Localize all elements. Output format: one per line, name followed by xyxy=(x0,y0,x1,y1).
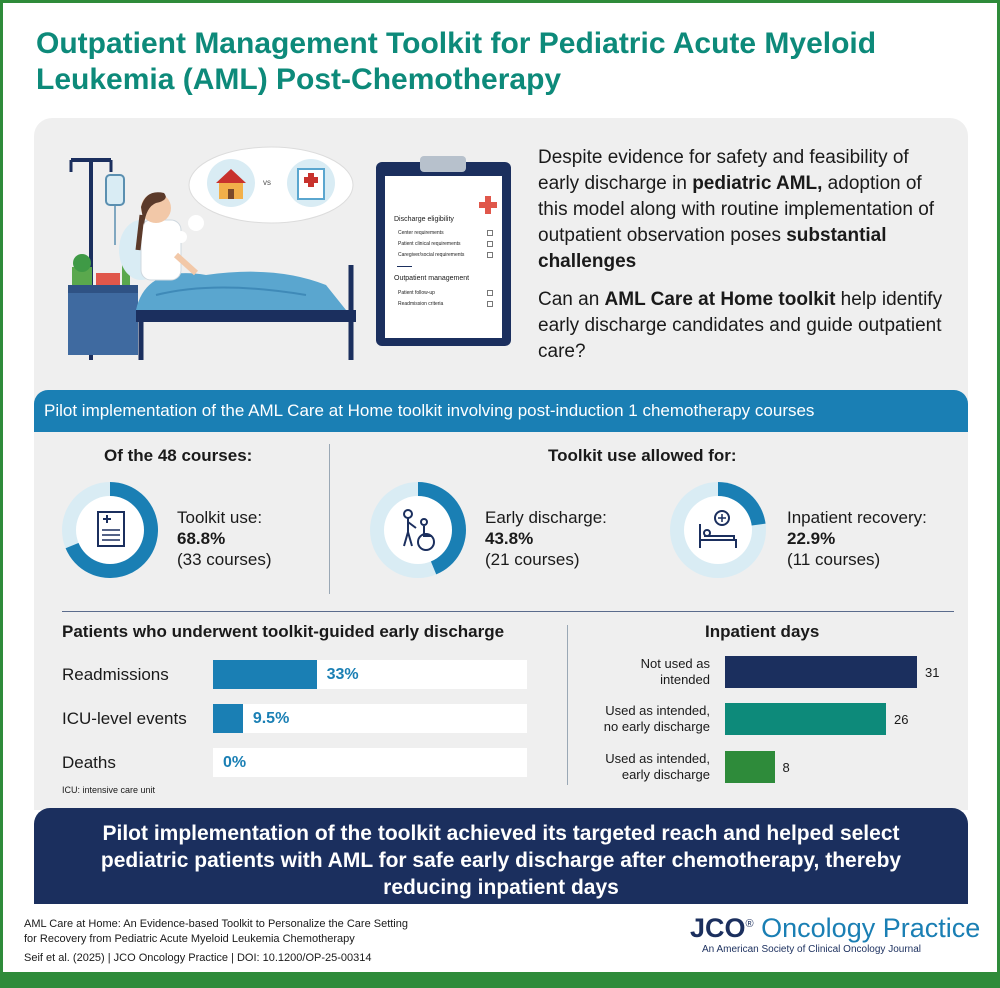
citation-line: Seif et al. (2025) | JCO Oncology Practi… xyxy=(24,952,372,964)
pilot-banner: Pilot implementation of the AML Care at … xyxy=(34,390,968,432)
vertical-divider xyxy=(329,444,330,594)
intro-question: Can an AML Care at Home toolkit help ide… xyxy=(538,289,943,362)
clipboard-illustration: Discharge eligibility Center requirement… xyxy=(376,156,511,346)
inpatient-days-bar-no-early xyxy=(725,703,887,735)
outcome-bar-track: 9.5% xyxy=(213,704,527,733)
management-title: Outpatient management xyxy=(394,275,470,282)
donut-early-discharge xyxy=(370,482,466,578)
clipboard-paper: Discharge eligibility Center requirement… xyxy=(385,176,502,338)
donut-toolkit-use xyxy=(62,482,159,578)
medical-cross-icon xyxy=(479,196,497,214)
early-discharge-label: Early discharge: xyxy=(485,508,607,527)
checkbox-icon xyxy=(487,252,493,258)
wheelchair-icon xyxy=(403,509,435,551)
vertical-divider xyxy=(567,625,568,785)
early-discharge-percent: 43.8% xyxy=(485,529,534,548)
citation: AML Care at Home: An Evidence-based Tool… xyxy=(24,917,524,966)
inpatient-recovery-percent: 22.9% xyxy=(787,529,836,548)
journal-jco: JCO xyxy=(690,913,746,943)
allowed-heading: Toolkit use allowed for: xyxy=(548,446,737,465)
outcome-bar-track: 0% xyxy=(213,748,527,777)
outcome-value: 33% xyxy=(326,666,359,683)
clipboard-divider xyxy=(397,266,412,267)
checkbox-icon xyxy=(487,230,493,236)
journal-tagline: An American Society of Clinical Oncology… xyxy=(702,944,921,955)
journal-name: Oncology Practice xyxy=(753,913,981,943)
page-title: Outpatient Management Toolkit for Pediat… xyxy=(36,27,877,96)
bed-icon xyxy=(136,265,356,360)
bottom-bar xyxy=(0,972,1000,988)
toolkit-use-count: (33 courses) xyxy=(177,550,272,569)
courses-heading: Of the 48 courses: xyxy=(104,446,253,465)
toolkit-use-percent: 68.8% xyxy=(177,529,226,548)
checkbox-icon xyxy=(487,290,493,296)
house-icon xyxy=(207,159,255,207)
inpatient-days-value: 31 xyxy=(925,665,940,680)
journal-reg: ® xyxy=(745,918,754,930)
patient-icon xyxy=(119,192,199,281)
hospital-icon xyxy=(287,159,335,207)
journal-logo: JCO® Oncology Practice An American Socie… xyxy=(690,913,980,955)
clipboard-clip xyxy=(420,156,466,172)
eligibility-item: Caregiver/social requirements xyxy=(398,252,465,258)
results-panel xyxy=(34,432,968,810)
thought-bubble xyxy=(175,146,354,243)
toolkit-use-stat: Toolkit use: 68.8% (33 courses) xyxy=(177,507,271,570)
vs-label: vs xyxy=(263,178,271,187)
checkbox-icon xyxy=(487,301,493,307)
conclusion-banner: Pilot implementation of the toolkit achi… xyxy=(34,808,968,904)
nightstand-icon xyxy=(68,254,138,355)
inpatient-days-label: Used as intended, no early discharge xyxy=(603,703,710,734)
early-discharge-stat: Early discharge: 43.8% (21 courses) xyxy=(485,507,607,570)
intro-paragraph: Despite evidence for safety and feasibil… xyxy=(538,147,935,272)
outcome-label: Deaths xyxy=(62,753,116,772)
inpatient-days-bar-early xyxy=(725,751,775,783)
outcome-label: ICU-level events xyxy=(62,709,187,728)
donut-early-discharge-chart xyxy=(370,482,466,578)
outcome-value: 9.5% xyxy=(252,710,290,727)
inpatient-days-label: Used as intended, early discharge xyxy=(605,751,710,782)
inpatient-days-bar-not-used xyxy=(725,656,917,688)
checkbox-icon xyxy=(487,241,493,247)
toolkit-use-label: Toolkit use: xyxy=(177,508,263,527)
hospital-bed-icon xyxy=(699,510,737,548)
outcome-label: Readmissions xyxy=(62,665,169,684)
inpatient-days-heading: Inpatient days xyxy=(705,622,820,641)
eligibility-item: Patient clinical requirements xyxy=(398,241,461,247)
inpatient-days-value: 26 xyxy=(894,712,909,727)
inpatient-days-label: Not used as intended xyxy=(640,656,710,687)
outcome-bar-readmissions xyxy=(213,660,317,689)
inpatient-days-value: 8 xyxy=(782,760,790,775)
eligibility-item: Center requirements xyxy=(398,230,444,236)
outcome-bar-icu xyxy=(213,704,243,733)
document-icon xyxy=(97,511,125,547)
horizontal-divider xyxy=(62,611,954,612)
inpatient-recovery-stat: Inpatient recovery: 22.9% (11 courses) xyxy=(787,507,927,570)
donut-inpatient-recovery xyxy=(670,482,766,578)
outcome-value: 0% xyxy=(223,754,247,771)
citation-line: AML Care at Home: An Evidence-based Tool… xyxy=(24,918,408,930)
footnote: ICU: intensive care unit xyxy=(62,785,156,795)
inpatient-recovery-count: (11 courses) xyxy=(787,550,881,569)
early-discharge-heading: Patients who underwent toolkit-guided ea… xyxy=(62,622,505,641)
inpatient-recovery-label: Inpatient recovery: xyxy=(787,508,927,527)
eligibility-title: Discharge eligibility xyxy=(394,216,454,223)
citation-line: for Recovery from Pediatric Acute Myeloi… xyxy=(24,933,355,945)
management-item: Patient follow-up xyxy=(398,290,435,296)
outcome-bar-track: 33% xyxy=(213,660,527,689)
management-item: Readmission criteria xyxy=(398,301,444,307)
patient-in-bed-illustration xyxy=(68,146,356,360)
early-discharge-count: (21 courses) xyxy=(485,550,580,569)
